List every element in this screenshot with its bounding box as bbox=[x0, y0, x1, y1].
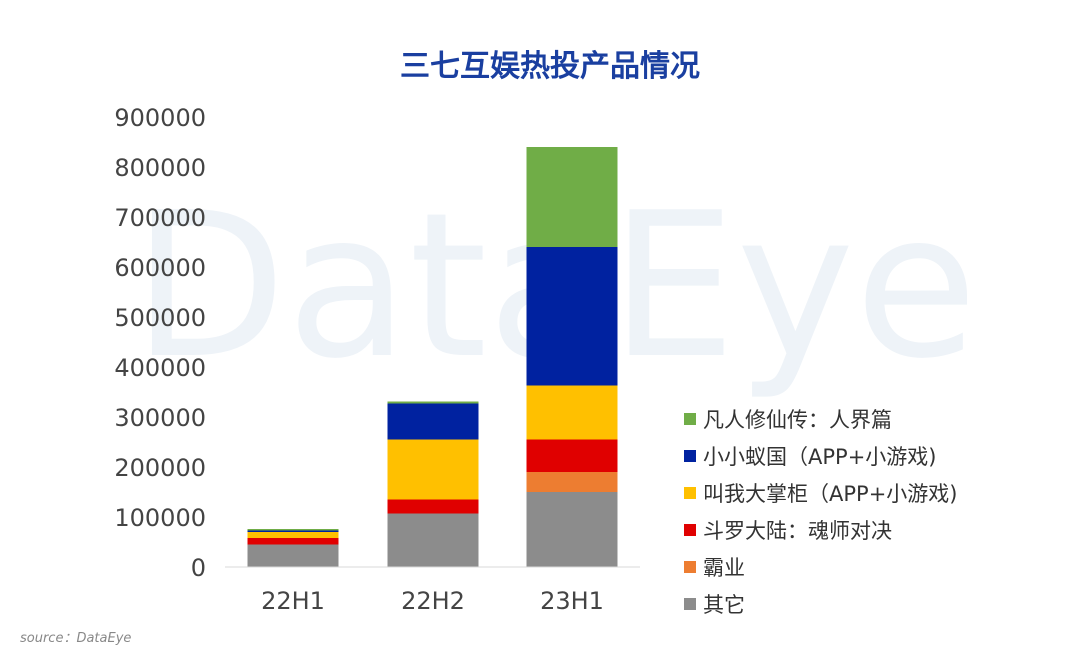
legend-label: 其它 bbox=[703, 593, 745, 617]
bar-segment-22H2-2 bbox=[387, 499, 479, 514]
y-axis: 0 100000 200000 300000 400000 500000 600000 700… bbox=[114, 104, 206, 582]
legend-swatch bbox=[684, 598, 696, 610]
y-tick-label: 100000 bbox=[114, 504, 206, 532]
bar-segment-23H1-5 bbox=[526, 147, 618, 247]
legend-swatch bbox=[684, 413, 696, 425]
legend-label: 叫我大掌柜（APP+小游戏) bbox=[703, 482, 957, 506]
bar-segment-22H2-0 bbox=[387, 513, 479, 567]
y-tick-label: 600000 bbox=[114, 254, 206, 282]
y-tick-label: 0 bbox=[191, 554, 206, 582]
chart-title: 三七互娱热投产品情况 bbox=[400, 49, 700, 84]
y-tick-label: 500000 bbox=[114, 304, 206, 332]
plot-area bbox=[247, 147, 618, 567]
legend-swatch bbox=[684, 487, 696, 499]
bar-segment-23H1-0 bbox=[526, 492, 618, 567]
x-tick-label: 23H1 bbox=[540, 587, 604, 615]
source-note: source：DataEye bbox=[20, 631, 131, 646]
x-axis: 22H1 22H2 23H1 bbox=[225, 566, 640, 615]
legend-swatch bbox=[684, 561, 696, 573]
y-tick-label: 400000 bbox=[114, 354, 206, 382]
y-tick-label: 300000 bbox=[114, 404, 206, 432]
bar-segment-23H1-4 bbox=[526, 247, 618, 386]
bar-segment-22H1-0 bbox=[247, 544, 339, 567]
legend-label: 霸业 bbox=[703, 556, 745, 580]
bar-segment-22H1-3 bbox=[247, 532, 339, 538]
x-tick-label: 22H2 bbox=[401, 587, 465, 615]
bar-segment-22H1-5 bbox=[247, 529, 339, 531]
y-tick-label: 800000 bbox=[114, 154, 206, 182]
legend-swatch bbox=[684, 524, 696, 536]
bar-segment-23H1-1 bbox=[526, 472, 618, 492]
bar-segment-22H2-4 bbox=[387, 403, 479, 440]
legend-label: 凡人修仙传：人界篇 bbox=[703, 408, 892, 432]
bar-segment-22H1-4 bbox=[247, 530, 339, 532]
legend-label: 小小蚁国（APP+小游戏) bbox=[703, 445, 936, 469]
bar-segment-23H1-2 bbox=[526, 439, 618, 472]
legend-swatch bbox=[684, 450, 696, 462]
bar-segment-22H2-3 bbox=[387, 439, 479, 500]
bar-segment-22H1-2 bbox=[247, 538, 339, 545]
y-tick-label: 900000 bbox=[114, 104, 206, 132]
legend-label: 斗罗大陆：魂师对决 bbox=[703, 519, 892, 543]
y-tick-label: 700000 bbox=[114, 204, 206, 232]
y-tick-label: 200000 bbox=[114, 454, 206, 482]
bar-segment-22H2-5 bbox=[387, 401, 479, 404]
x-tick-label: 22H1 bbox=[261, 587, 325, 615]
bar-segment-23H1-3 bbox=[526, 385, 618, 440]
